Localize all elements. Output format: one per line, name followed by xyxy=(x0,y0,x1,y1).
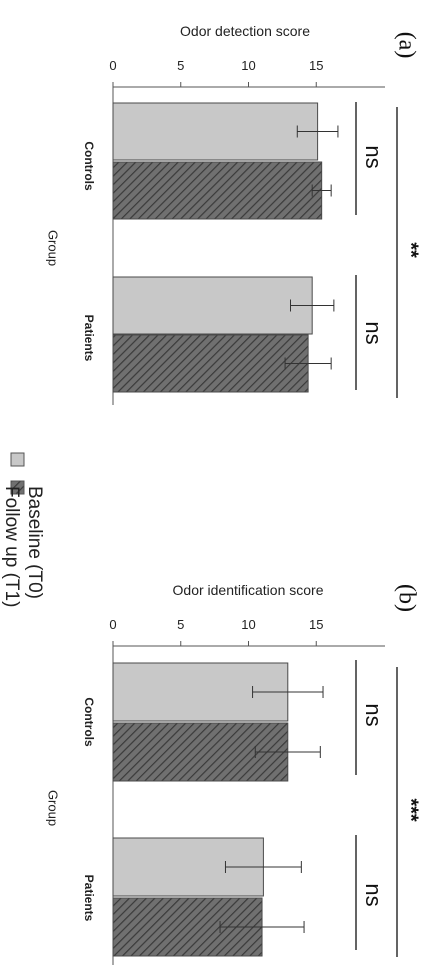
panel-a-label: (a) xyxy=(393,32,419,59)
panel-b-errorbar-controls-baseline xyxy=(252,686,324,698)
panel-a-bar-patients-baseline xyxy=(112,276,313,335)
panel-b-label: (b) xyxy=(393,584,419,612)
panel-b-title: Odor identification score xyxy=(173,582,324,598)
panel-a-significance: ** xyxy=(400,242,422,258)
panel-a-category-patients: Patients xyxy=(82,315,96,362)
panel-b-tick-label-2: 10 xyxy=(241,617,255,632)
panel-b-errorbar-patients-baseline xyxy=(224,861,302,873)
panel-b-significance: *** xyxy=(400,798,422,822)
panel-a-tick-label-3: 15 xyxy=(309,58,323,73)
panel-b-category-patients: Patients xyxy=(82,875,96,922)
panel-a-errorbar-patients-followup xyxy=(284,357,332,370)
panel-b-tick-label-3: 15 xyxy=(309,617,323,632)
panel-a-ns-patients: ns xyxy=(361,321,386,344)
panel-b-errorbar-patients-followup xyxy=(219,921,305,933)
panel-b-tick-label-0: 0 xyxy=(109,617,116,632)
panel-a-bar-controls-followup xyxy=(112,161,323,220)
panel-b-ns-controls: ns xyxy=(361,703,386,726)
panel-b-errorbar-controls-followup xyxy=(254,746,321,758)
panel-a-tick-label-1: 5 xyxy=(177,58,184,73)
panel-a-bar-controls-baseline xyxy=(112,102,319,161)
legend-label-baseline: Baseline (T0) xyxy=(24,486,45,599)
legend-label-followup: Follow up (T1) xyxy=(1,486,22,607)
panel-a-errorbar-controls-followup xyxy=(311,184,332,197)
panel-a-category-controls: Controls xyxy=(82,141,96,191)
panel-a-tick-label-0: 0 xyxy=(109,58,116,73)
panel-b-tick-label-1: 5 xyxy=(177,617,184,632)
panel-a-title: Odor detection score xyxy=(180,23,310,39)
panel-a-errorbar-controls-baseline xyxy=(296,125,339,138)
panel-b-ns-patients: ns xyxy=(361,883,386,906)
legend: Baseline (T0) Follow up (T1) xyxy=(1,452,45,607)
panel-b: (b) Odor identification score 0 5 10 15 Con… xyxy=(46,582,422,965)
panel-a-bar-patients-followup xyxy=(112,334,309,393)
panel-a: (a) Odor detection score 0 5 10 15 Controls… xyxy=(46,23,422,405)
panel-b-category-controls: Controls xyxy=(82,697,96,747)
panel-a-group-label: Group xyxy=(46,230,61,266)
panel-a-ns-controls: ns xyxy=(361,145,386,168)
panel-a-tick-label-2: 10 xyxy=(241,58,255,73)
legend-swatch-baseline xyxy=(10,452,25,467)
panel-a-errorbar-patients-baseline xyxy=(290,299,335,312)
legend-swatch-followup xyxy=(10,480,25,495)
panel-b-group-label: Group xyxy=(46,790,61,826)
